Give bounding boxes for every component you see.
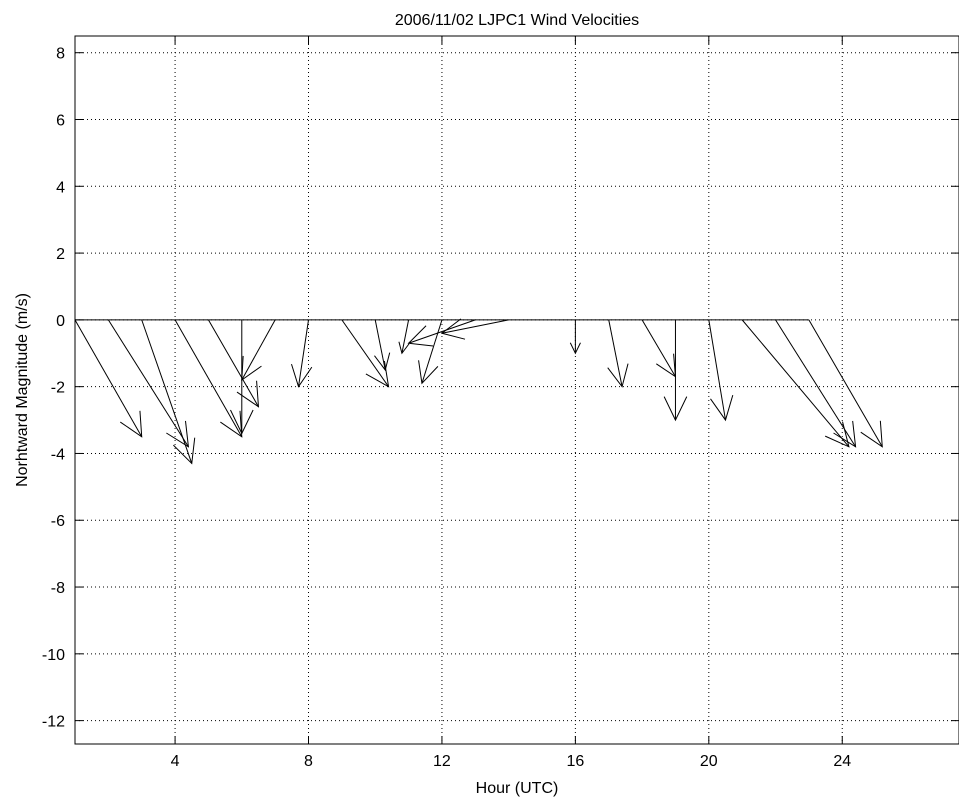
vector-shaft bbox=[421, 319, 443, 384]
chart-title: 2006/11/02 LJPC1 Wind Velocities bbox=[395, 12, 639, 29]
plot-frame bbox=[74, 35, 959, 745]
vector-arrowhead bbox=[166, 420, 190, 448]
wind-vector bbox=[407, 319, 476, 347]
wind-vector bbox=[663, 319, 688, 422]
vector-shaft bbox=[241, 319, 276, 381]
vector-arrowhead bbox=[860, 420, 883, 448]
y-tick-label: 2 bbox=[56, 246, 65, 263]
vector-arrowhead bbox=[833, 420, 857, 448]
wind-vector bbox=[141, 319, 196, 465]
vector-arrowhead bbox=[236, 380, 260, 408]
vector-arrowhead bbox=[418, 360, 439, 385]
wind-vector bbox=[241, 319, 276, 381]
tick-marks bbox=[75, 36, 959, 744]
vector-arrowhead bbox=[710, 394, 734, 422]
wind-vector bbox=[374, 319, 391, 372]
wind-vector bbox=[440, 318, 509, 340]
y-tick-label: -4 bbox=[51, 446, 65, 463]
vector-arrowhead bbox=[607, 363, 629, 388]
y-tick-label: -12 bbox=[42, 714, 65, 731]
x-tick-label: 16 bbox=[566, 753, 584, 770]
vector-arrowhead bbox=[120, 410, 143, 438]
y-tick-label: -2 bbox=[51, 380, 65, 397]
wind-vector bbox=[418, 319, 443, 385]
vector-shaft bbox=[741, 319, 850, 448]
vector-shaft bbox=[298, 319, 310, 387]
y-tick-label: 4 bbox=[56, 179, 65, 196]
x-tick-label: 4 bbox=[171, 753, 180, 770]
y-tick-label: 0 bbox=[56, 313, 65, 330]
x-tick-label: 20 bbox=[700, 753, 718, 770]
y-tick-label: -6 bbox=[51, 513, 65, 530]
vector-shaft bbox=[401, 319, 410, 354]
vector-shaft bbox=[208, 319, 259, 407]
wind-vector bbox=[74, 319, 143, 438]
vector-arrowhead bbox=[440, 318, 466, 340]
x-tick-label: 12 bbox=[433, 753, 451, 770]
vector-shaft bbox=[641, 319, 676, 377]
vector-arrowhead bbox=[173, 437, 196, 465]
vector-shaft bbox=[174, 319, 243, 438]
wind-vector bbox=[291, 319, 313, 388]
grid-lines bbox=[75, 36, 959, 744]
wind-vector bbox=[607, 319, 629, 388]
vector-arrowhead bbox=[230, 409, 254, 435]
vector-arrowhead bbox=[398, 341, 410, 355]
y-axis-label: Norhtward Magnitude (m/s) bbox=[14, 293, 31, 487]
vector-shaft bbox=[775, 319, 857, 448]
vector-shaft bbox=[441, 319, 509, 334]
wind-vector bbox=[708, 319, 734, 422]
vector-shaft bbox=[708, 319, 726, 421]
wind-vector bbox=[398, 319, 410, 355]
vector-shaft bbox=[341, 319, 389, 387]
vector-arrowhead bbox=[374, 352, 391, 372]
vector-arrowhead bbox=[220, 410, 243, 438]
y-tick-label: 6 bbox=[56, 112, 65, 129]
wind-vector bbox=[107, 319, 190, 448]
y-tick-label: -10 bbox=[42, 647, 65, 664]
vector-shaft bbox=[141, 319, 193, 464]
vector-shaft bbox=[374, 319, 386, 371]
vector-shaft bbox=[608, 319, 623, 387]
vector-arrowhead bbox=[407, 325, 434, 347]
wind-vector bbox=[208, 319, 260, 408]
vector-arrowhead bbox=[291, 363, 313, 388]
vector-arrowhead bbox=[663, 396, 688, 422]
wind-vector bbox=[174, 319, 243, 438]
y-tick-labels: -12 -10 -8 -6 -4 -2 0 2 4 6 8 bbox=[42, 46, 65, 731]
wind-vector bbox=[569, 319, 581, 355]
vector-layer bbox=[74, 318, 883, 465]
plot-area bbox=[75, 36, 959, 744]
vector-arrowhead bbox=[569, 342, 581, 355]
vector-shaft bbox=[74, 319, 143, 438]
wind-vector bbox=[808, 319, 883, 448]
x-tick-label: 24 bbox=[833, 753, 851, 770]
wind-vector bbox=[775, 319, 857, 448]
vector-arrowhead bbox=[241, 355, 262, 381]
y-tick-label: -8 bbox=[51, 580, 65, 597]
x-axis-label: Hour (UTC) bbox=[476, 780, 559, 797]
vector-shaft bbox=[808, 319, 883, 448]
y-tick-label: 8 bbox=[56, 46, 65, 63]
vector-shaft bbox=[408, 319, 476, 344]
vector-shaft bbox=[107, 319, 189, 448]
x-tick-label: 8 bbox=[304, 753, 313, 770]
x-tick-labels: 4 8 12 16 20 24 bbox=[171, 753, 852, 770]
